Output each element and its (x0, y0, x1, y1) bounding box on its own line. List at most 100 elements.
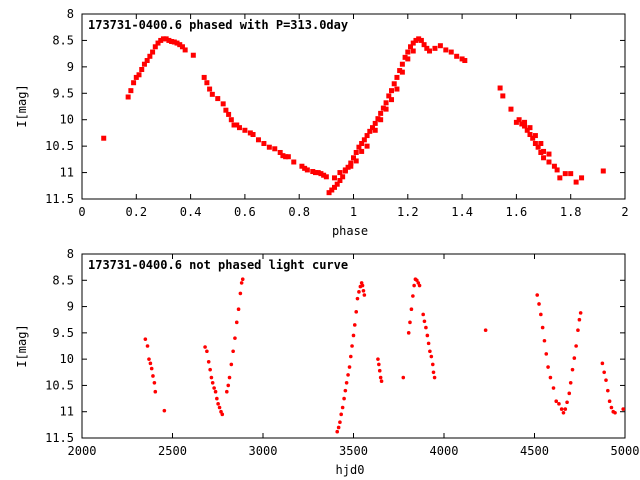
data-point (427, 342, 431, 346)
data-point (354, 150, 359, 155)
y-tick-label: 9.5 (52, 326, 74, 340)
y-tick-label: 11.5 (45, 431, 74, 445)
x-axis-label: phase (332, 224, 368, 238)
data-point (131, 80, 136, 85)
data-point (384, 107, 389, 112)
data-point (379, 376, 383, 380)
data-point (251, 132, 256, 137)
data-point (389, 97, 394, 102)
data-point (384, 100, 389, 105)
data-point (431, 363, 435, 367)
data-point (225, 390, 229, 394)
data-point (544, 352, 548, 356)
data-point (228, 376, 232, 380)
data-point (240, 281, 244, 285)
data-point (216, 402, 220, 406)
data-point (154, 390, 158, 394)
data-point (407, 331, 411, 335)
data-point (443, 47, 448, 52)
data-point (541, 326, 545, 330)
data-point (576, 328, 580, 332)
data-point (430, 355, 434, 359)
y-tick-label: 10 (60, 352, 74, 366)
y-axis-label: I[mag] (15, 84, 29, 127)
data-point (568, 171, 573, 176)
data-point (149, 362, 153, 366)
data-point (144, 337, 148, 341)
data-point (338, 420, 342, 424)
data-point (237, 307, 241, 311)
data-point (560, 407, 564, 411)
data-point (606, 389, 610, 393)
data-point (621, 407, 625, 411)
data-point (533, 133, 538, 138)
data-point (392, 81, 397, 86)
x-tick-label: 2500 (158, 444, 187, 458)
x-tick-label: 2 (621, 205, 628, 219)
data-point (557, 402, 561, 406)
data-point (498, 86, 503, 91)
data-point (601, 168, 606, 173)
data-point (229, 117, 234, 122)
data-point (428, 349, 432, 353)
data-point (359, 149, 364, 154)
data-point (221, 101, 226, 106)
plot-frame (82, 14, 625, 199)
data-point (242, 128, 247, 133)
phased-light-curve-panel: 0 0.2 0.4 0.6 0.8 1 1.2 1.4 1.6 1.8 288.599.51010.… (15, 7, 629, 238)
data-point (412, 284, 416, 288)
data-point (183, 47, 188, 52)
data-point (202, 75, 207, 80)
data-point (373, 128, 378, 133)
data-point (226, 384, 230, 388)
data-point (233, 336, 237, 340)
data-point (210, 92, 215, 97)
data-point (337, 170, 342, 175)
data-point (341, 406, 345, 410)
data-point (400, 70, 405, 75)
data-point (220, 413, 224, 417)
x-tick-label: 0.4 (180, 205, 202, 219)
data-point (604, 378, 608, 382)
data-point (354, 310, 358, 314)
data-point (239, 292, 243, 296)
y-tick-label: 10 (60, 113, 74, 127)
data-point (354, 158, 359, 163)
data-point (579, 311, 583, 315)
x-tick-label: 0 (78, 205, 85, 219)
data-point (357, 290, 361, 294)
x-tick-label: 1 (350, 205, 357, 219)
data-point (426, 334, 430, 338)
y-tick-label: 11 (60, 166, 74, 180)
data-point (324, 174, 329, 179)
data-point (423, 319, 427, 323)
data-point (563, 407, 567, 411)
x-tick-label: 4500 (520, 444, 549, 458)
x-tick-label: 0.6 (234, 205, 256, 219)
data-point (377, 363, 381, 367)
data-point (557, 175, 562, 180)
x-tick-label: 1.8 (560, 205, 582, 219)
data-point (211, 381, 215, 385)
x-tick-label: 3000 (249, 444, 278, 458)
data-point (150, 367, 154, 371)
data-point (348, 365, 352, 369)
y-tick-label: 9.5 (52, 86, 74, 100)
unphased-light-curve-panel: 2000 2500 3000 3500 4000 4500 500088.599.51010… (15, 247, 639, 477)
data-point (163, 409, 167, 413)
data-point (410, 307, 414, 311)
data-point (353, 323, 357, 327)
data-point (210, 376, 214, 380)
data-point (432, 370, 436, 374)
data-point (571, 368, 575, 372)
data-point (569, 381, 573, 385)
data-point (139, 67, 144, 72)
x-axis-label: hjd0 (336, 463, 365, 477)
data-point (337, 426, 341, 430)
y-tick-label: 10.5 (45, 378, 74, 392)
data-point (552, 386, 556, 390)
data-point (230, 363, 234, 367)
data-point (421, 313, 425, 317)
data-point (346, 373, 350, 377)
data-point (345, 381, 349, 385)
